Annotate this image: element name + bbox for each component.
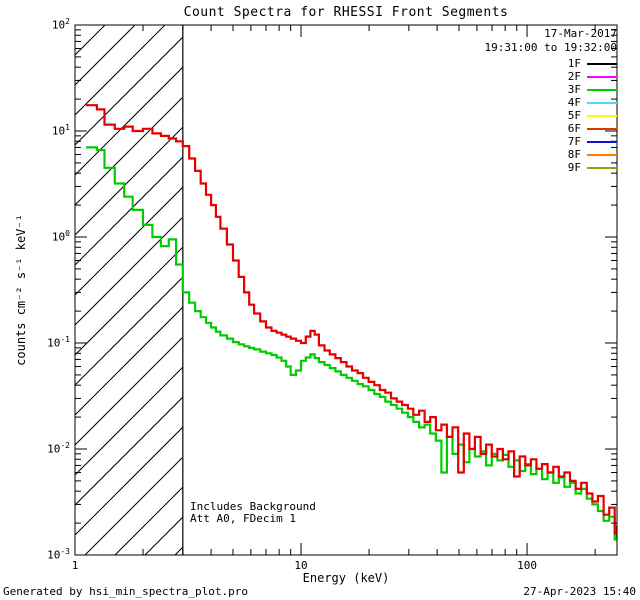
legend-entry-label: 1F — [567, 57, 581, 70]
legend-entry-2F: 2F — [568, 70, 617, 83]
x-axis-label: Energy (keV) — [302, 571, 390, 585]
legend-entry-label: 3F — [567, 83, 581, 96]
legend-color-line — [587, 101, 617, 104]
plot-border — [74, 24, 618, 556]
generated-by-text: Generated by hsi_min_spectra_plot.pro — [3, 585, 249, 598]
legend-entry-label: 2F — [567, 70, 581, 83]
y-tick-label: 10-2 — [47, 441, 70, 456]
y-axis-label: counts cm⁻² s⁻¹ keV⁻¹ — [14, 214, 28, 366]
legend-entry-9F: 9F — [568, 161, 617, 174]
axes — [74, 24, 618, 556]
y-tick-label: 101 — [51, 123, 70, 138]
legend-entry-label: 9F — [567, 161, 581, 174]
legend-color-line — [587, 166, 617, 169]
y-tick-label: 102 — [51, 17, 70, 32]
legend-color-line — [587, 114, 617, 117]
series-6F-curve — [86, 104, 617, 535]
x-tick-label: 100 — [517, 559, 537, 572]
legend-color-line — [587, 62, 617, 65]
y-tick-label: 100 — [51, 229, 70, 244]
annotation-includes-background: Includes Background — [190, 500, 316, 513]
observation-date: 17-Mar-2017 — [544, 27, 617, 40]
detector-legend: 1F 2F 3F 4F 5F 6F 7F 8F 9F — [568, 57, 617, 174]
y-tick-label: 10-3 — [47, 547, 70, 562]
legend-entry-6F: 6F — [568, 122, 617, 135]
legend-color-line — [587, 88, 617, 91]
legend-entry-label: 8F — [567, 148, 581, 161]
legend-color-line — [587, 140, 617, 143]
hatched-attenuation-region — [75, 25, 183, 555]
chart-title: Count Spectra for RHESSI Front Segments — [183, 5, 509, 20]
observation-time-range: 19:31:00 to 19:32:00 — [484, 41, 617, 54]
legend-entry-label: 7F — [567, 135, 581, 148]
legend-color-line — [587, 75, 617, 78]
legend-entry-3F: 3F — [568, 83, 617, 96]
series-3F-curve — [86, 146, 617, 541]
y-tick-label: 10-1 — [47, 335, 70, 350]
x-tick-label: 1 — [71, 559, 79, 572]
x-tick-label: 10 — [294, 559, 308, 572]
legend-color-line — [587, 127, 617, 130]
legend-entry-1F: 1F — [568, 57, 617, 70]
legend-entry-7F: 7F — [568, 135, 617, 148]
annotation-attenuator-state: Att A0, FDecim 1 — [190, 512, 296, 525]
legend-entry-5F: 5F — [568, 109, 617, 122]
legend-color-line — [587, 153, 617, 156]
legend-entry-4F: 4F — [568, 96, 617, 109]
legend-entry-label: 4F — [567, 96, 581, 109]
legend-entry-8F: 8F — [568, 148, 617, 161]
legend-entry-label: 6F — [567, 122, 581, 135]
legend-entry-label: 5F — [567, 109, 581, 122]
plot-timestamp: 27-Apr-2023 15:40 — [523, 585, 636, 598]
